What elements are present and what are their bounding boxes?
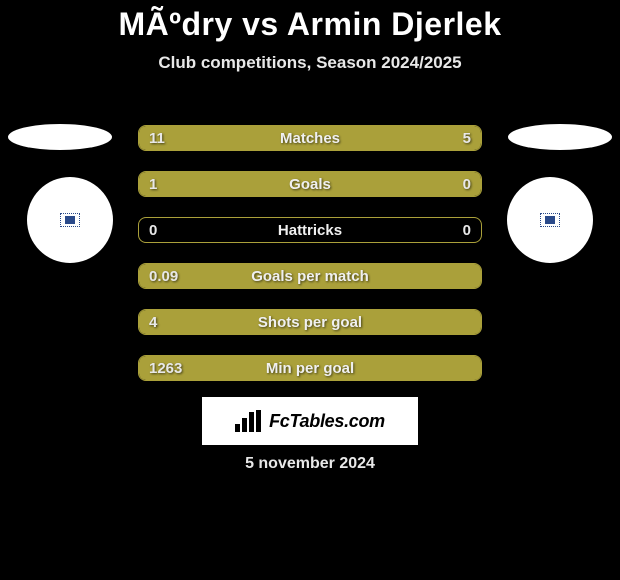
metric-label: Hattricks bbox=[139, 218, 481, 243]
bar-chart-icon bbox=[235, 410, 263, 432]
metric-row: 4Shots per goal bbox=[138, 309, 482, 335]
placeholder-image-icon bbox=[540, 213, 560, 227]
metric-label: Min per goal bbox=[139, 356, 481, 381]
metric-label: Goals bbox=[139, 172, 481, 197]
metric-label: Matches bbox=[139, 126, 481, 151]
logo-text: FcTables.com bbox=[269, 411, 385, 432]
placeholder-image-icon bbox=[60, 213, 80, 227]
player-right-ellipse bbox=[508, 124, 612, 150]
metric-label: Goals per match bbox=[139, 264, 481, 289]
page-subtitle: Club competitions, Season 2024/2025 bbox=[0, 53, 620, 73]
metric-row: 10Goals bbox=[138, 171, 482, 197]
metric-row: 115Matches bbox=[138, 125, 482, 151]
player-right-badge bbox=[507, 177, 593, 263]
metric-row: 0.09Goals per match bbox=[138, 263, 482, 289]
metric-label: Shots per goal bbox=[139, 310, 481, 335]
metric-row: 00Hattricks bbox=[138, 217, 482, 243]
fctables-logo[interactable]: FcTables.com bbox=[202, 397, 418, 445]
player-left-ellipse bbox=[8, 124, 112, 150]
date-label: 5 november 2024 bbox=[0, 455, 620, 473]
metric-row: 1263Min per goal bbox=[138, 355, 482, 381]
player-left-badge bbox=[27, 177, 113, 263]
page-title: MÃºdry vs Armin Djerlek bbox=[0, 0, 620, 43]
comparison-bars: 115Matches 10Goals 00Hattricks 0.09Goals pe… bbox=[138, 125, 482, 401]
